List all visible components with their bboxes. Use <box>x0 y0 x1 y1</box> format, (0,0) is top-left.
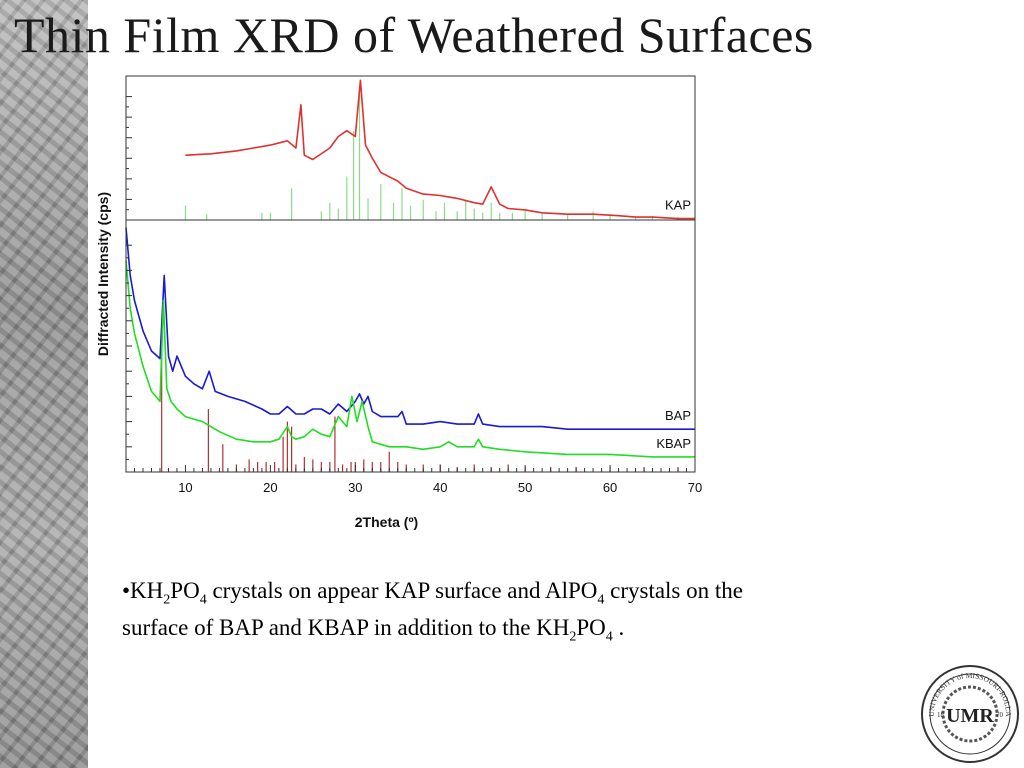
x-tick-label: 70 <box>688 480 702 495</box>
series-kap <box>185 79 695 220</box>
chart-top-panel: KAP <box>184 79 695 220</box>
seal-monogram: UMR <box>946 705 994 727</box>
bullet-text: •KH2PO4 crystals on appear KAP surface a… <box>122 578 743 645</box>
chart-bottom-panel: BAP KBAP <box>125 227 695 472</box>
y-axis-label: Diffracted Intensity (cps) <box>95 192 111 356</box>
x-tick-label: 30 <box>348 480 362 495</box>
x-axis-label: 2Theta (º) <box>355 514 418 530</box>
series-label-kbap: KBAP <box>656 436 691 451</box>
plot-frame <box>125 75 696 473</box>
series-bap <box>125 227 695 431</box>
background-texture <box>0 0 88 768</box>
x-tick-label: 50 <box>518 480 532 495</box>
x-tick-label: 60 <box>603 480 617 495</box>
university-seal-logo: UNIVERSITY of MISSOURI-ROLLA 18 70 UMR <box>921 665 1019 763</box>
x-tick-label: 10 <box>178 480 192 495</box>
xrd-chart: KAP BAP KBAP 10 20 30 40 50 60 70 2Theta (º) Diff… <box>95 75 702 530</box>
seal-year-left: 18 <box>937 711 945 719</box>
x-tick-label: 40 <box>433 480 447 495</box>
x-tick-label: 20 <box>263 480 277 495</box>
seal-year-right: 70 <box>996 711 1004 719</box>
series-label-kap: KAP <box>665 198 691 213</box>
series-kbap <box>125 260 695 458</box>
chart-axes: 10 20 30 40 50 60 70 2Theta (º) Diffracted Inten… <box>95 75 702 530</box>
slide-title: Thin Film XRD of Weathered Surfaces <box>14 7 814 63</box>
series-label-bap: BAP <box>665 408 691 423</box>
